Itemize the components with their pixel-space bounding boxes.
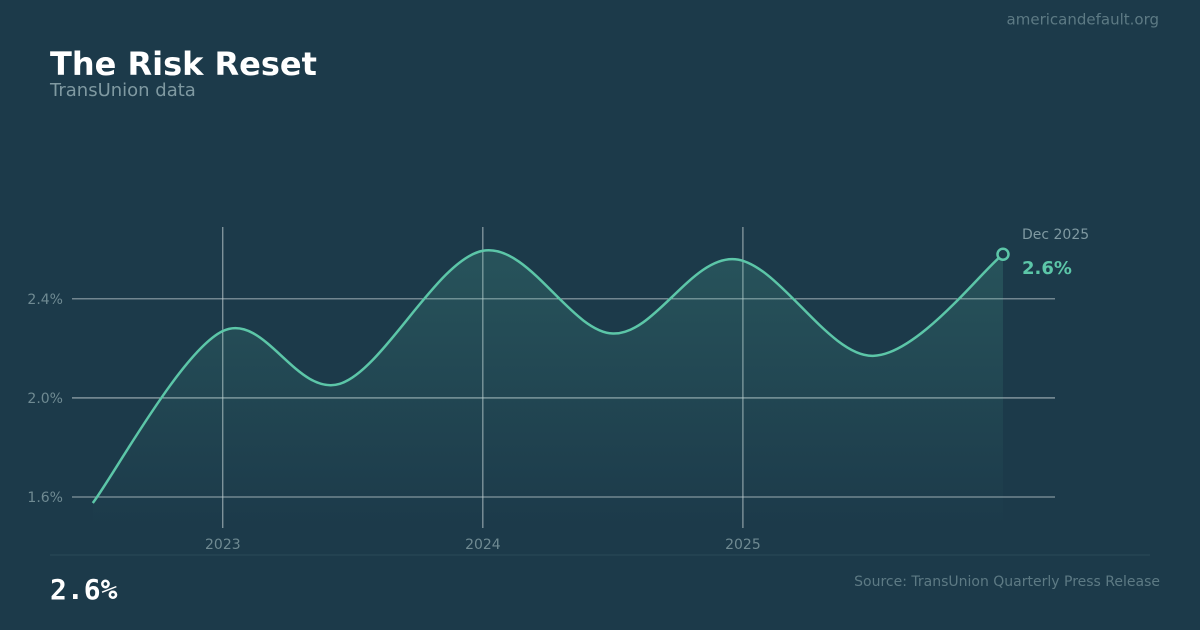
line <box>91 249 1004 504</box>
end-point <box>996 247 1010 262</box>
end-date-label: Dec 2025 <box>1022 227 1089 243</box>
source: Source: TransUnion Quarterly Press Relea… <box>854 574 1160 590</box>
x-tick-label: 2023 <box>205 537 241 553</box>
site-name: americandefault.org <box>1007 11 1159 29</box>
x-tick-label: 2024 <box>465 537 501 553</box>
headline-value: 2.6% <box>50 573 118 606</box>
y-tick-label: 2.0% <box>27 391 63 407</box>
x-tick-label: 2025 <box>725 537 761 553</box>
y-tick-label: 1.6% <box>27 490 63 506</box>
end-value-label: 2.6% <box>1022 258 1072 279</box>
chart-subtitle: TransUnion data <box>49 80 196 101</box>
area <box>92 250 1003 528</box>
chart-title: The Risk Reset <box>50 45 317 83</box>
y-tick-label: 2.4% <box>27 292 63 308</box>
